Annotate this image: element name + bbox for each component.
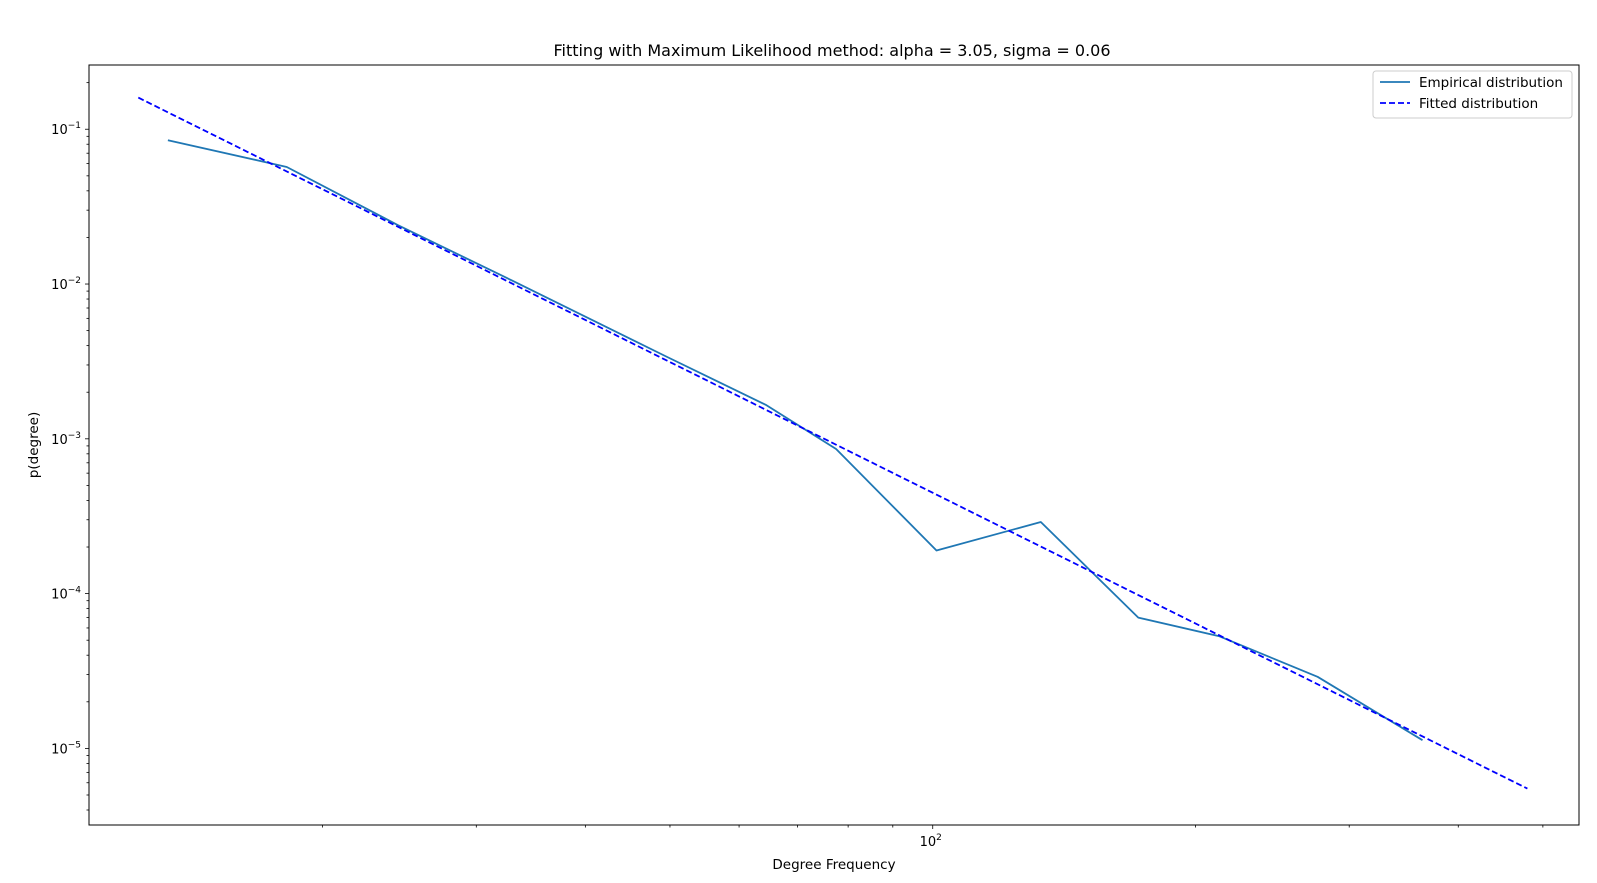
y-tick-label: 10−5 (51, 740, 81, 757)
legend-box (1372, 70, 1573, 119)
y-tick-label: 10−4 (51, 586, 81, 603)
chart-title: Fitting with Maximum Likelihood method: … (553, 41, 1110, 60)
x-tick-label: 102 (920, 833, 942, 850)
y-axis-label: p(degree) (26, 412, 42, 478)
y-tick-label: 10−2 (51, 276, 81, 293)
y-tick-label: 10−1 (51, 121, 81, 138)
series-line-empirical (167, 139, 1423, 741)
legend-label-fitted: Fitted distribution (1419, 96, 1538, 112)
legend-label-empirical: Empirical distribution (1419, 75, 1563, 91)
plot-frame (88, 64, 1580, 826)
legend: Empirical distribution Fitted distributi… (1372, 70, 1573, 119)
series-layer (137, 96, 1528, 790)
y-tick-label: 10−3 (51, 431, 81, 448)
series-line-fitted (137, 96, 1528, 790)
x-axis: 102 (322, 825, 1544, 850)
y-axis: 10−1 10−2 10−3 10−4 10−5 (51, 82, 89, 811)
x-axis-label: Degree Frequency (772, 857, 895, 873)
